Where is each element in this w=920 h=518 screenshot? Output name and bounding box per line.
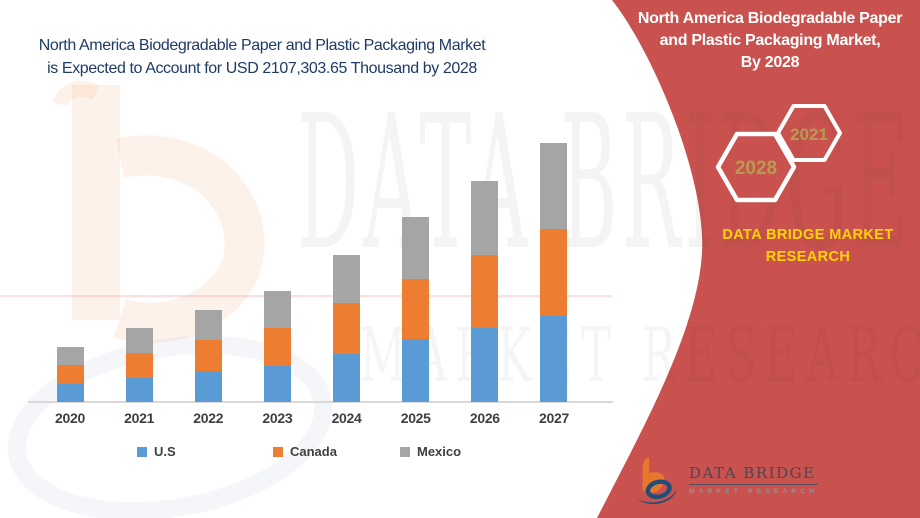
bar-segment-us-2020 <box>56 384 84 402</box>
databridge-logo-subtitle: MARKET RESEARCH <box>689 487 819 495</box>
bar-segment-canada-2024 <box>333 303 361 354</box>
bar-segment-canada-2025 <box>402 279 430 339</box>
panel-title: North America Biodegradable Paper and Pl… <box>622 8 918 74</box>
hexagon-2028-label: 2028 <box>735 158 777 179</box>
bar-segment-mexico-2023 <box>263 291 291 328</box>
bar-segment-us-2023 <box>263 366 291 402</box>
legend-label: Canada <box>290 444 337 459</box>
databridge-logo: DATA BRIDGE MARKET RESEARCH <box>636 452 819 506</box>
databridge-logo-text: DATA BRIDGE MARKET RESEARCH <box>689 464 819 495</box>
bar-stack-2027 <box>540 143 568 402</box>
legend-swatch-canada <box>273 446 283 457</box>
legend-item-us: U.S <box>137 444 176 459</box>
databridge-logo-icon <box>637 457 678 505</box>
panel-title-line1: North America Biodegradable Paper <box>637 10 903 27</box>
bar-segment-us-2025 <box>402 339 430 402</box>
chart-headline-line2: is Expected to Account for USD 2107,303.… <box>47 60 477 77</box>
bar-stack-2023 <box>263 291 291 402</box>
panel-title-line2: and Plastic Packaging Market, <box>659 32 881 49</box>
legend-label: Mexico <box>417 444 462 459</box>
x-axis-label-2023: 2023 <box>262 410 293 426</box>
bar-stack-2021 <box>125 328 153 402</box>
hexagon-2021-outline <box>776 104 842 162</box>
bar-segment-us-2027 <box>540 316 568 402</box>
bar-stack-2022 <box>194 310 222 402</box>
bar-segment-mexico-2025 <box>402 217 430 279</box>
legend-label: U.S <box>154 444 176 459</box>
bar-segment-canada-2027 <box>540 229 568 316</box>
x-axis-label-2027: 2027 <box>538 410 569 426</box>
databridge-logo-name: DATA BRIDGE <box>689 464 819 485</box>
x-axis-label-2026: 2026 <box>469 410 500 426</box>
bar-segment-canada-2023 <box>263 328 291 366</box>
bar-segment-us-2021 <box>125 378 153 402</box>
legend-item-canada: Canada <box>273 444 337 459</box>
bar-segment-canada-2020 <box>56 365 84 384</box>
x-axis-label-2024: 2024 <box>331 410 362 426</box>
x-axis-label-2025: 2025 <box>400 410 431 426</box>
bar-stack-2025 <box>402 217 430 402</box>
bar-segment-mexico-2021 <box>125 328 153 353</box>
legend-swatch-mexico <box>400 446 410 457</box>
bar-stack-2026 <box>471 181 499 402</box>
hexagon-2021-label: 2021 <box>790 125 828 144</box>
bar-stack-2024 <box>333 255 361 402</box>
panel-title-line3: By 2028 <box>740 54 800 71</box>
bar-segment-canada-2022 <box>194 340 222 371</box>
x-axis-label-2020: 2020 <box>55 410 85 426</box>
brand-text-line1: DATA BRIDGE MARKET <box>722 227 894 243</box>
legend-item-mexico: Mexico <box>400 444 461 459</box>
chart-headline-line1: North America Biodegradable Paper and Pl… <box>38 37 486 54</box>
bar-segment-mexico-2022 <box>194 310 222 340</box>
bar-segment-mexico-2026 <box>471 181 499 255</box>
year-hexagons: 2028 2021 <box>715 104 842 203</box>
legend-swatch-us <box>137 446 147 457</box>
bar-segment-us-2022 <box>194 371 222 402</box>
x-axis-line <box>28 401 613 403</box>
brand-text-line2: RESEARCH <box>765 249 851 265</box>
brand-text: DATA BRIDGE MARKET RESEARCH <box>698 224 918 268</box>
bar-segment-mexico-2024 <box>333 255 361 303</box>
bar-segment-us-2024 <box>333 354 361 402</box>
hexagon-2028-outline <box>715 131 797 203</box>
bar-segment-mexico-2020 <box>56 347 84 365</box>
x-axis-label-2022: 2022 <box>193 410 224 426</box>
chart-headline: North America Biodegradable Paper and Pl… <box>16 34 508 80</box>
bar-segment-mexico-2027 <box>540 143 568 229</box>
x-axis-label-2021: 2021 <box>124 410 155 426</box>
bar-segment-canada-2026 <box>471 255 499 328</box>
bar-segment-canada-2021 <box>125 353 153 378</box>
bar-stack-2020 <box>56 347 84 402</box>
bar-segment-us-2026 <box>471 328 499 402</box>
